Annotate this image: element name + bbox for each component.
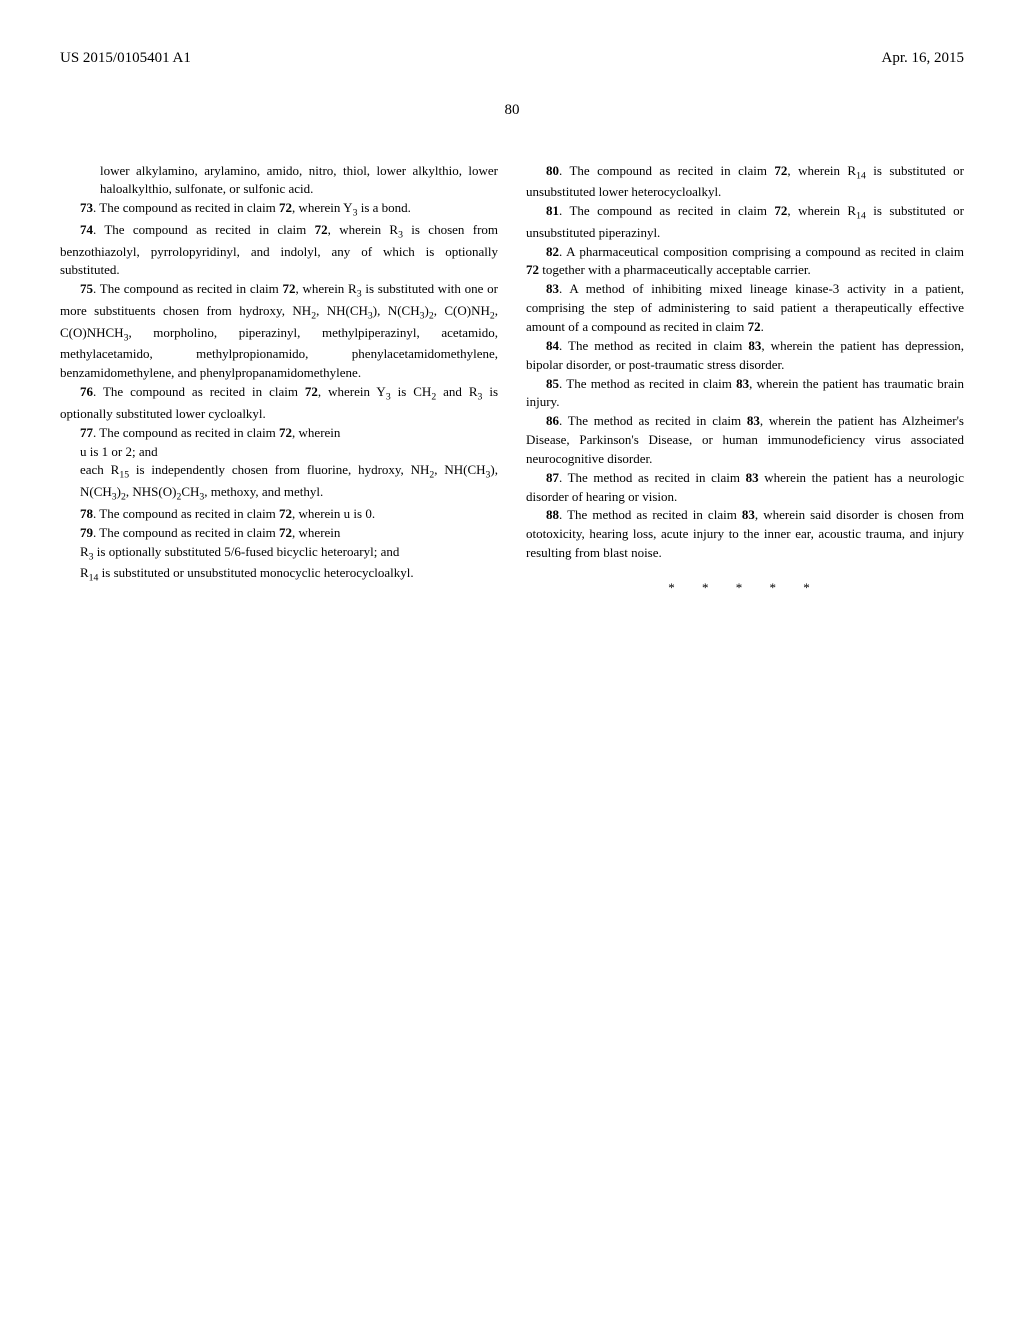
claim-78: 78. The compound as recited in claim 72,… xyxy=(60,505,498,524)
page-number: 80 xyxy=(60,100,964,122)
header-right: Apr. 16, 2015 xyxy=(882,48,965,70)
claim-72-continuation: lower alkylamino, arylamino, amido, nitr… xyxy=(60,162,498,200)
claim-75: 75. The compound as recited in claim 72,… xyxy=(60,280,498,383)
claim-73: 73. The compound as recited in claim 72,… xyxy=(60,199,498,221)
claim-77: 77. The compound as recited in claim 72,… xyxy=(60,424,498,443)
page-header: US 2015/0105401 A1 Apr. 16, 2015 xyxy=(60,48,964,70)
claim-86: 86. The method as recited in claim 83, w… xyxy=(526,412,964,469)
claim-79-sub1: R3 is optionally substituted 5/6-fused b… xyxy=(60,543,498,565)
claim-82: 82. A pharmaceutical composition compris… xyxy=(526,243,964,281)
claim-79-sub2: R14 is substituted or unsubstituted mono… xyxy=(60,564,498,586)
claim-87: 87. The method as recited in claim 83 wh… xyxy=(526,469,964,507)
content-columns: lower alkylamino, arylamino, amido, nitr… xyxy=(60,162,964,598)
claim-74: 74. The compound as recited in claim 72,… xyxy=(60,221,498,280)
claim-81: 81. The compound as recited in claim 72,… xyxy=(526,202,964,243)
claim-84: 84. The method as recited in claim 83, w… xyxy=(526,337,964,375)
claim-76: 76. The compound as recited in claim 72,… xyxy=(60,383,498,424)
header-left: US 2015/0105401 A1 xyxy=(60,48,191,70)
claim-85: 85. The method as recited in claim 83, w… xyxy=(526,375,964,413)
claim-83: 83. A method of inhibiting mixed lineage… xyxy=(526,280,964,337)
claim-79: 79. The compound as recited in claim 72,… xyxy=(60,524,498,543)
claim-80: 80. The compound as recited in claim 72,… xyxy=(526,162,964,203)
end-stars: * * * * * xyxy=(526,579,964,598)
right-column: 80. The compound as recited in claim 72,… xyxy=(526,162,964,598)
claim-77-sub1: u is 1 or 2; and xyxy=(60,443,498,462)
left-column: lower alkylamino, arylamino, amido, nitr… xyxy=(60,162,498,598)
claim-88: 88. The method as recited in claim 83, w… xyxy=(526,506,964,563)
claim-77-sub2: each R15 is independently chosen from fl… xyxy=(60,461,498,504)
